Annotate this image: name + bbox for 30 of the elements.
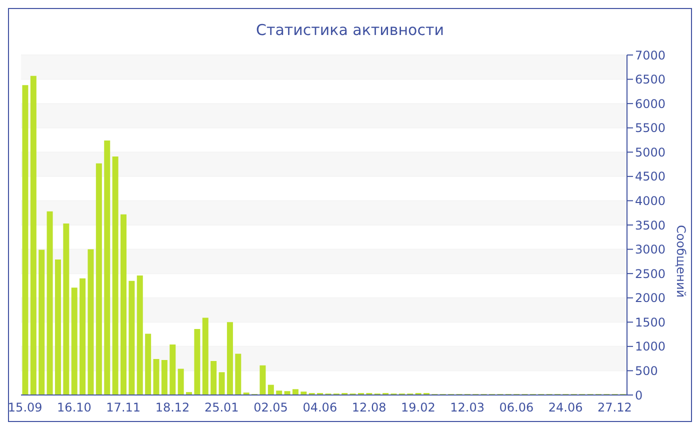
y-tick-label: 2500 xyxy=(635,266,666,281)
x-tick-label: 06.06 xyxy=(499,400,534,415)
y-tick-label: 3000 xyxy=(635,242,666,257)
y-tick-label: 7000 xyxy=(635,48,666,62)
x-tick-label: 25.01 xyxy=(204,400,239,415)
x-tick-label: 27.12 xyxy=(598,400,632,415)
y-tick-label: 500 xyxy=(635,364,658,378)
x-tick-label: 02.05 xyxy=(254,400,288,415)
y-tick-label: 1500 xyxy=(635,315,666,330)
y-tick-label: 6500 xyxy=(635,72,666,87)
chart-title: Статистика активности xyxy=(255,20,445,41)
y-tick-label: 4000 xyxy=(635,194,666,208)
x-tick-label: 18.12 xyxy=(155,400,190,415)
x-tick-label: 12.08 xyxy=(352,400,386,415)
y-tick-label: 1000 xyxy=(635,340,666,354)
y-tick-label: 5000 xyxy=(635,145,666,160)
y-axis-title: Сообщений xyxy=(674,225,688,298)
x-tick-label: 19.02 xyxy=(400,400,436,415)
y-tick-label: 3500 xyxy=(635,218,666,232)
x-tick-label: 16.10 xyxy=(57,400,92,415)
x-tick-label: 17.11 xyxy=(106,400,141,415)
x-tick-label: 12.03 xyxy=(450,400,484,415)
x-tick-label: 24.06 xyxy=(548,400,583,415)
y-tick-label: 2000 xyxy=(635,291,666,306)
y-tick-label: 6000 xyxy=(635,96,666,111)
x-tick-label: 04.06 xyxy=(302,400,338,415)
y-tick-label: 5500 xyxy=(635,121,666,136)
y-tick-label: 4500 xyxy=(635,170,666,184)
x-tick-label: 15.09 xyxy=(8,400,42,415)
y-tick-label: 0 xyxy=(635,388,643,402)
